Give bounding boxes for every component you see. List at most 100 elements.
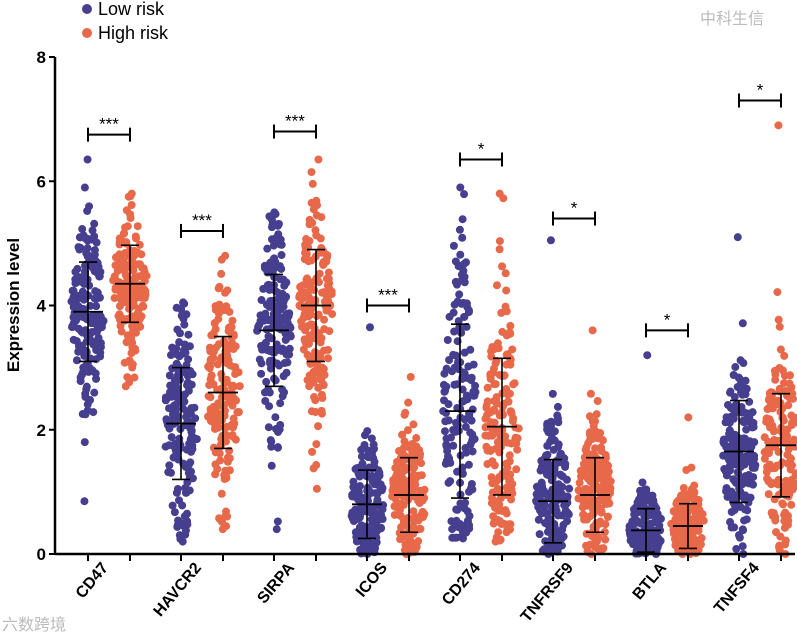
data-point <box>771 516 780 525</box>
data-point <box>260 388 269 397</box>
data-point <box>80 261 89 270</box>
data-point <box>773 288 782 297</box>
data-point <box>456 499 465 508</box>
data-point <box>191 414 200 423</box>
data-point <box>165 461 174 470</box>
data-point <box>459 260 468 269</box>
data-point <box>776 345 785 354</box>
data-point <box>554 418 563 427</box>
data-point <box>265 212 274 221</box>
data-point <box>457 270 466 279</box>
data-point <box>724 451 733 460</box>
data-point <box>322 257 331 266</box>
data-point <box>543 425 552 434</box>
significance-label: *** <box>285 112 305 131</box>
data-point <box>180 299 189 308</box>
data-point <box>599 544 608 553</box>
data-point <box>213 360 222 369</box>
data-point <box>88 235 97 244</box>
data-point <box>308 369 317 378</box>
data-point <box>490 397 499 406</box>
data-point <box>274 288 283 297</box>
data-point <box>265 302 274 311</box>
data-point <box>324 354 333 363</box>
data-point <box>127 265 136 274</box>
data-point <box>173 485 182 494</box>
data-point <box>371 489 380 498</box>
data-point <box>357 452 366 461</box>
data-point <box>502 459 511 468</box>
data-point <box>598 436 607 445</box>
data-point <box>262 345 271 354</box>
data-point <box>730 506 739 515</box>
data-point <box>305 293 314 302</box>
data-point <box>732 442 741 451</box>
data-point <box>269 265 278 274</box>
data-point <box>741 440 750 449</box>
data-point <box>303 350 312 359</box>
data-point <box>627 535 636 544</box>
data-point <box>304 339 313 348</box>
data-point <box>279 372 288 381</box>
data-point <box>267 442 276 451</box>
data-point <box>217 393 226 402</box>
data-point <box>169 453 178 462</box>
data-point <box>411 544 420 553</box>
data-point <box>276 275 285 284</box>
data-point <box>308 179 317 188</box>
data-point <box>768 404 777 413</box>
legend: Low risk High risk <box>82 0 169 43</box>
data-point <box>257 359 266 368</box>
data-point <box>137 312 146 321</box>
data-point <box>123 222 132 231</box>
data-point <box>367 434 376 443</box>
data-point <box>553 411 562 420</box>
data-point <box>139 273 148 282</box>
data-point <box>449 241 458 250</box>
data-point <box>116 236 125 245</box>
data-point <box>694 509 703 518</box>
data-point <box>318 394 327 403</box>
data-point <box>73 277 82 286</box>
data-point <box>140 267 149 276</box>
data-point <box>74 347 83 356</box>
data-point <box>400 521 409 530</box>
data-point <box>89 408 98 417</box>
data-point <box>505 451 514 460</box>
data-point <box>90 388 99 397</box>
data-point <box>280 359 289 368</box>
data-point <box>164 418 173 427</box>
data-point <box>363 427 372 436</box>
data-point <box>270 254 279 263</box>
data-point <box>595 519 604 528</box>
data-point <box>96 312 105 321</box>
data-point <box>184 330 193 339</box>
data-point <box>743 506 752 515</box>
data-point <box>180 320 189 329</box>
data-point <box>494 528 503 537</box>
data-point <box>268 220 277 229</box>
data-point <box>395 474 404 483</box>
data-point <box>601 535 610 544</box>
data-point <box>185 342 194 351</box>
data-point <box>690 481 699 490</box>
significance-label: *** <box>192 211 212 230</box>
data-point <box>508 479 517 488</box>
data-point <box>405 537 414 546</box>
data-point <box>577 495 586 504</box>
data-point <box>418 496 427 505</box>
data-point <box>175 352 184 361</box>
data-point <box>229 421 238 430</box>
data-point <box>76 373 85 382</box>
data-point <box>215 449 224 458</box>
data-point <box>537 509 546 518</box>
data-point <box>690 496 699 505</box>
data-point <box>257 342 266 351</box>
data-point <box>732 544 741 553</box>
data-point <box>130 246 139 255</box>
data-point <box>449 350 458 359</box>
data-point <box>262 377 271 386</box>
y-tick-label: 2 <box>37 421 46 440</box>
data-point <box>499 399 508 408</box>
data-point <box>127 349 136 358</box>
